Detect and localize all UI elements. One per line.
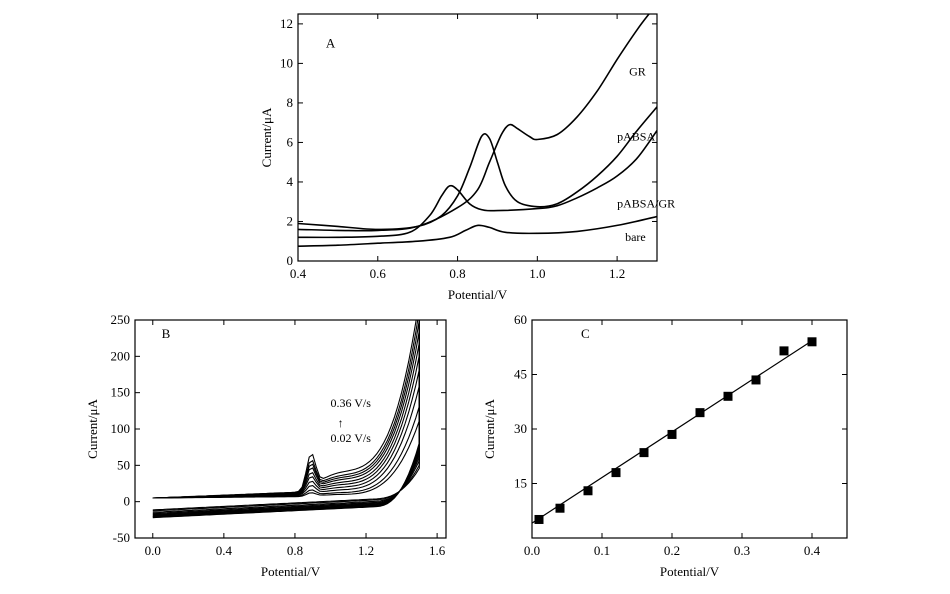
data-point xyxy=(534,514,544,524)
series-line-pabsa xyxy=(298,106,657,231)
x-tick-label: 0.2 xyxy=(664,543,680,558)
x-axis-label: Potential/V xyxy=(261,564,321,579)
x-tick-label: 0.3 xyxy=(734,543,750,558)
y-tick-label: 0 xyxy=(287,253,294,268)
y-tick-label: 150 xyxy=(111,385,131,400)
annotation-label: 0.36 V/s xyxy=(330,396,371,410)
data-point xyxy=(807,337,817,347)
y-axis-label: Current/μA xyxy=(482,399,497,459)
data-point xyxy=(751,375,761,385)
data-point xyxy=(555,503,565,513)
series-line-bare xyxy=(298,215,657,247)
y-tick-label: 6 xyxy=(287,134,294,149)
x-tick-label: 0.0 xyxy=(145,543,161,558)
y-tick-label: 10 xyxy=(280,55,293,70)
series-line-gr xyxy=(298,14,650,232)
cv-curve-0p16-vs xyxy=(152,355,420,515)
y-tick-label: 12 xyxy=(280,16,293,31)
data-point xyxy=(779,346,789,356)
x-tick-label: 0.4 xyxy=(290,266,307,281)
cv-curve-0p12-vs xyxy=(152,369,420,514)
annotation-label: pABSA xyxy=(617,129,655,143)
y-tick-label: 15 xyxy=(514,476,527,491)
data-point xyxy=(723,391,733,401)
annotation-label: B xyxy=(162,326,171,341)
plot-frame xyxy=(531,319,848,539)
x-tick-label: 0.6 xyxy=(370,266,387,281)
x-tick-label: 0.8 xyxy=(449,266,465,281)
x-tick-label: 1.0 xyxy=(529,266,545,281)
y-tick-label: 200 xyxy=(111,348,131,363)
annotation-label: bare xyxy=(625,230,646,244)
x-tick-label: 0.4 xyxy=(804,543,821,558)
data-point xyxy=(639,448,649,458)
y-tick-label: 2 xyxy=(287,213,294,228)
cv-curve-0p2-vs xyxy=(152,342,420,516)
y-tick-label: 50 xyxy=(117,457,130,472)
y-tick-label: 250 xyxy=(111,312,131,327)
y-tick-label: 60 xyxy=(514,312,527,327)
data-point xyxy=(667,429,677,439)
y-tick-label: 0 xyxy=(124,494,131,509)
series-line-pabsa-gr xyxy=(298,130,657,239)
x-axis-label: Potential/V xyxy=(448,287,508,302)
x-tick-label: 0.8 xyxy=(287,543,303,558)
data-point xyxy=(611,468,621,478)
data-point xyxy=(583,486,593,496)
y-tick-label: 100 xyxy=(111,421,131,436)
y-tick-label: 4 xyxy=(287,174,294,189)
x-axis-label: Potential/V xyxy=(660,564,720,579)
x-tick-label: 0.4 xyxy=(216,543,233,558)
chart-panel-b: 0.0 0.4 0.8 1.2 1.6 -50 0 50 100 150 200 250 Potenti… xyxy=(85,312,447,579)
y-tick-label: 8 xyxy=(287,95,294,110)
x-tick-label: 0.0 xyxy=(524,543,540,558)
annotation-label: 0.02 V/s xyxy=(330,431,371,445)
x-tick-label: 0.1 xyxy=(594,543,610,558)
y-tick-label: 30 xyxy=(514,421,527,436)
annotation-label: pABSA/GR xyxy=(617,197,675,211)
y-axis-label: Current/μA xyxy=(259,107,274,167)
annotation-label: A xyxy=(326,36,336,51)
y-axis-label: Current/μA xyxy=(85,399,100,459)
annotation-label: ↑ xyxy=(338,416,344,430)
chart-panel-a: 0.4 0.6 0.8 1.0 1.2 0 2 4 6 8 10 12 Potential/V Curre… xyxy=(259,13,675,302)
cv-curve-0p28-vs xyxy=(152,320,420,518)
data-point xyxy=(695,408,705,418)
cv-curve-0p24-vs xyxy=(152,330,420,517)
chart-panel-c: 0.0 0.1 0.2 0.3 0.4 15 30 45 60 Potential/V Curren… xyxy=(482,312,848,579)
x-tick-label: 1.6 xyxy=(429,543,446,558)
cv-curve-0p36-vs xyxy=(152,320,420,519)
plot-frame xyxy=(297,13,658,262)
y-tick-label: 45 xyxy=(514,367,527,382)
x-tick-label: 1.2 xyxy=(358,543,374,558)
x-tick-label: 1.2 xyxy=(609,266,625,281)
annotation-label: GR xyxy=(629,64,646,78)
y-tick-label: -50 xyxy=(113,530,130,545)
annotation-label: C xyxy=(581,326,590,341)
